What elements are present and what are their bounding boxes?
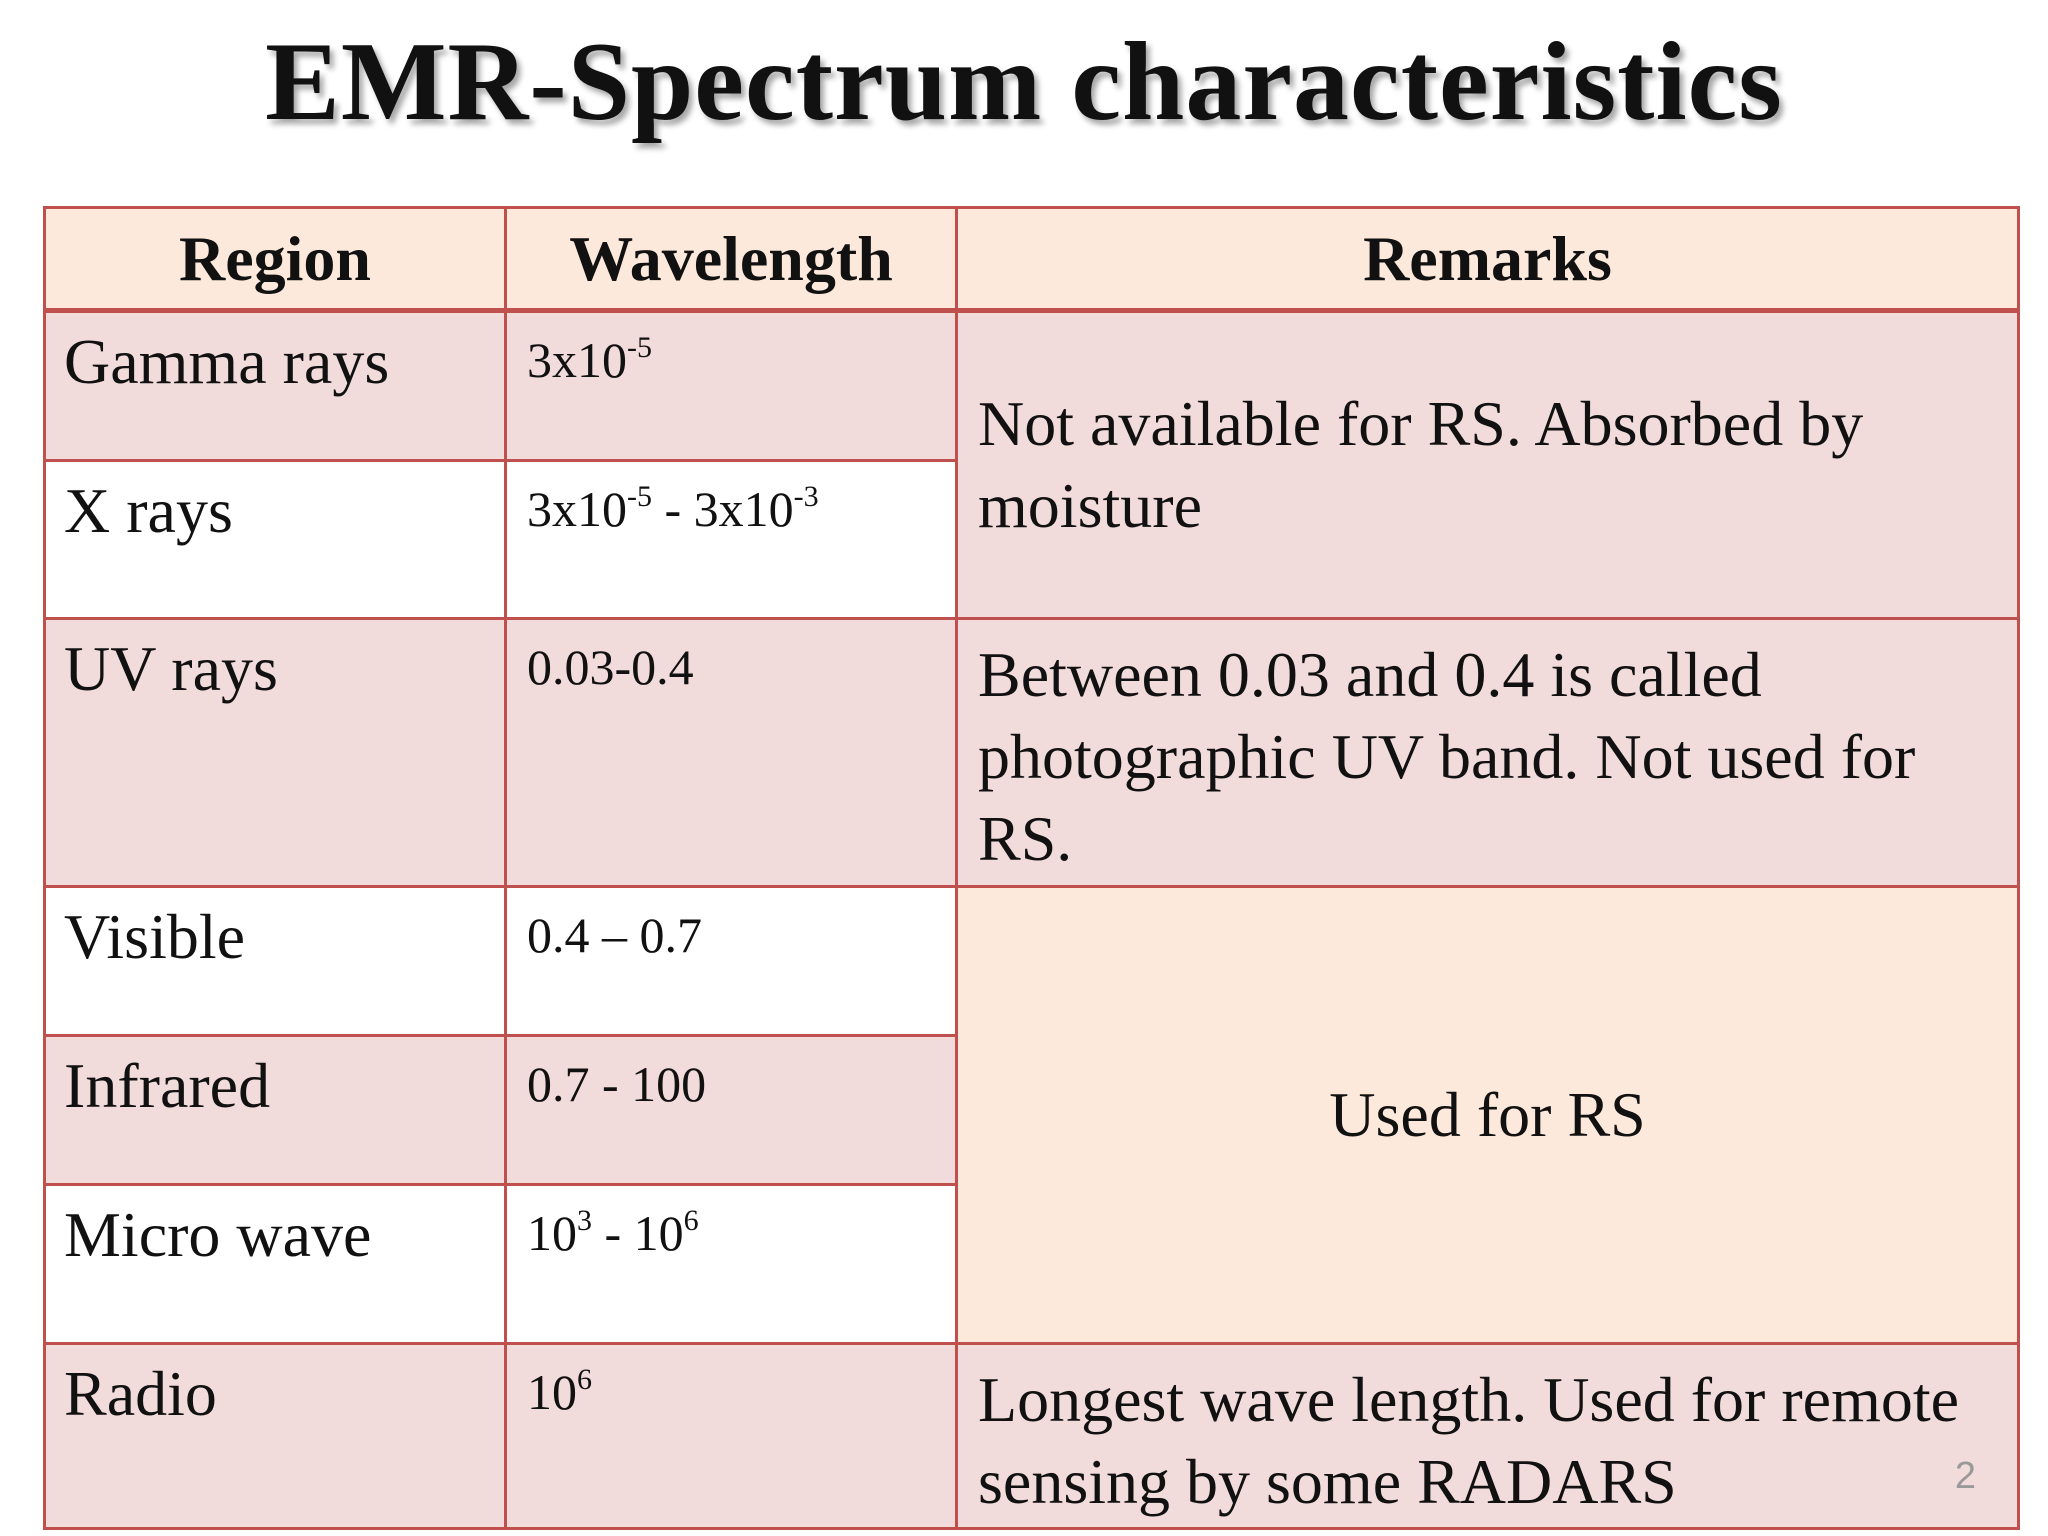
- wavelength-cell: 3x10-5: [504, 309, 958, 463]
- table-header-row: Region Wavelength Remarks: [43, 205, 2020, 314]
- remark-cell: Not available for RS. Absorbed by moistu…: [955, 309, 2020, 620]
- region-cell: Radio: [43, 1341, 507, 1531]
- wavelength-exponent: -5: [627, 331, 652, 365]
- header-region: Region: [43, 205, 507, 314]
- region-cell: Gamma rays: [43, 309, 507, 463]
- slide-title: EMR-Spectrum characteristics: [265, 20, 1783, 144]
- region-cell: Visible: [43, 884, 507, 1038]
- remark-cell: Used for RS: [955, 885, 2020, 1345]
- wavelength-cell: 0.4 – 0.7: [504, 884, 958, 1038]
- wavelength-base: 3x10: [527, 481, 627, 538]
- wavelength-exponent: -3: [793, 480, 819, 514]
- wavelength-cell: 106: [504, 1341, 958, 1531]
- wavelength-exponent: 3: [577, 1204, 592, 1238]
- table-row: Radio 106 Longest wave length. Used for …: [43, 1341, 2020, 1531]
- table-row: Visible 0.4 – 0.7 Used for RS: [43, 884, 2020, 1345]
- wavelength-base: 3x10: [527, 332, 627, 389]
- wavelength-exponent: 6: [577, 1362, 592, 1396]
- header-wavelength: Wavelength: [504, 205, 958, 314]
- region-cell: Micro wave: [43, 1183, 507, 1345]
- wavelength-exponent: 6: [683, 1204, 699, 1238]
- wavelength-cell: 103 - 106: [504, 1183, 958, 1345]
- remark-cell: Between 0.03 and 0.4 is called photograp…: [955, 616, 2020, 889]
- spectrum-table: Region Wavelength Remarks Gamma rays 3x1…: [43, 205, 2020, 1531]
- table-row: UV rays 0.03-0.4 Between 0.03 and 0.4 is…: [43, 616, 2020, 889]
- table-row: X rays 3x10-5 - 3x10-3: [43, 459, 2019, 620]
- wavelength-base: 10: [527, 1205, 577, 1262]
- table-row: Gamma rays 3x10-5 Not available for RS. …: [43, 309, 2020, 620]
- table-row: Infrared 0.7 - 100: [43, 1034, 2019, 1187]
- region-cell: Infrared: [43, 1034, 507, 1187]
- region-cell: UV rays: [43, 616, 507, 889]
- wavelength-separator: - 10: [592, 1205, 684, 1262]
- region-cell: X rays: [43, 459, 507, 620]
- wavelength-base: 10: [527, 1363, 577, 1420]
- header-remarks: Remarks: [955, 205, 2020, 314]
- wavelength-exponent: -5: [627, 480, 652, 514]
- remark-cell: Longest wave length. Used for remote sen…: [955, 1341, 2020, 1531]
- slide-number: 2: [1954, 1455, 1976, 1497]
- table-row: Micro wave 103 - 106: [43, 1183, 2019, 1345]
- wavelength-cell: 3x10-5 - 3x10-3: [504, 459, 958, 620]
- wavelength-separator: - 3x10: [652, 481, 794, 538]
- wavelength-cell: 0.03-0.4: [504, 616, 958, 889]
- wavelength-cell: 0.7 - 100: [504, 1034, 958, 1187]
